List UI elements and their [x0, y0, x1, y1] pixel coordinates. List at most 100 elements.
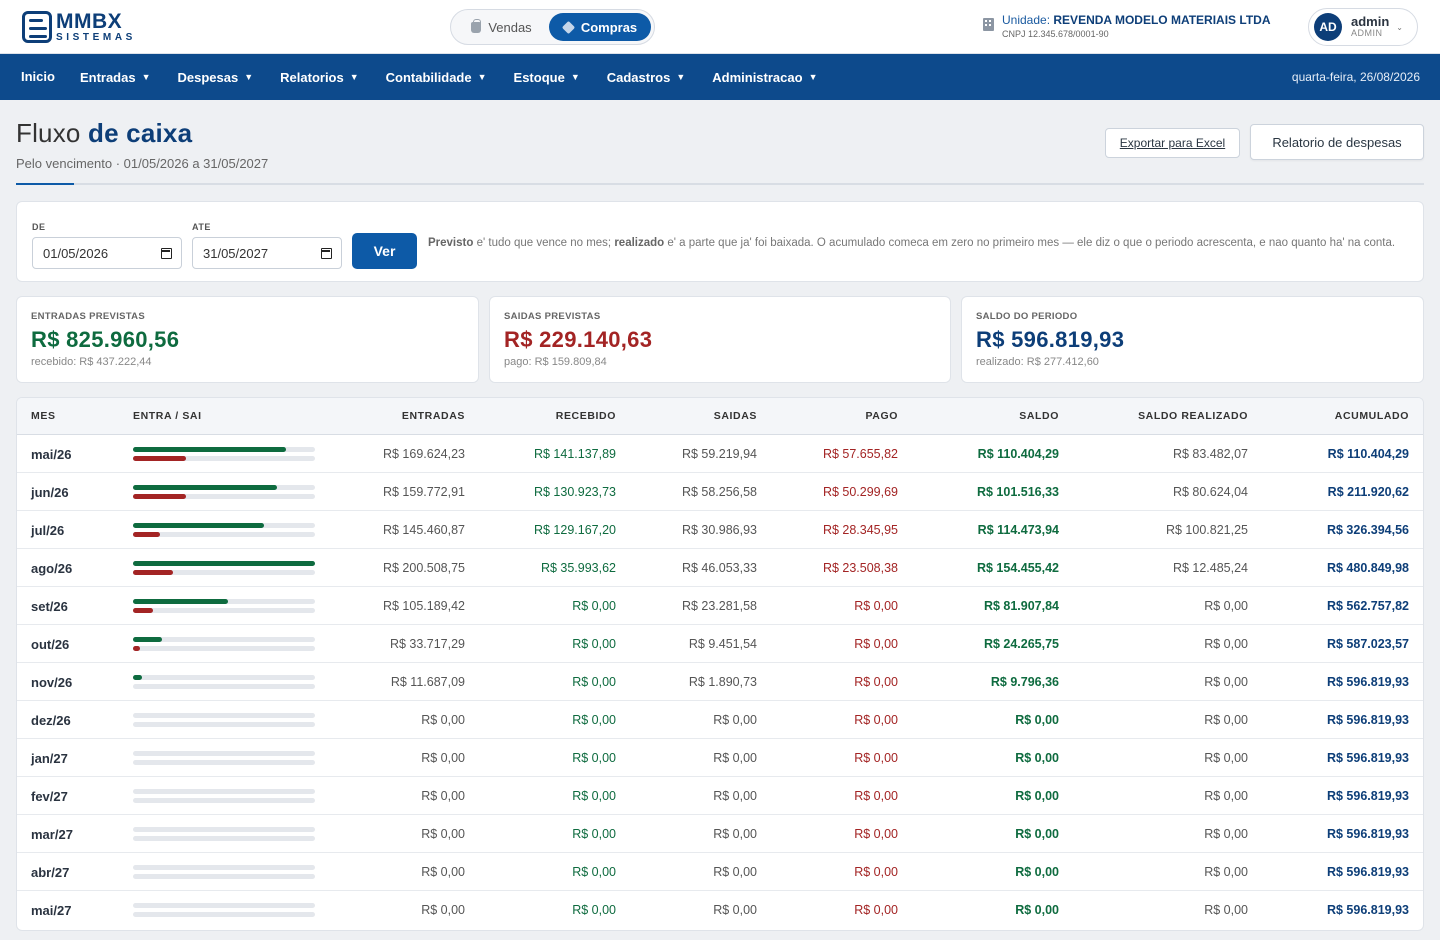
company-logo[interactable]: MMBX SISTEMAS: [22, 10, 136, 44]
saida-bar: [133, 608, 153, 613]
cell-recebido: R$ 35.993,62: [540, 561, 616, 575]
card-foot: pago: R$ 159.809,84: [504, 356, 607, 368]
cell-entradas: R$ 33.717,29: [389, 637, 465, 651]
nav-despesas[interactable]: Despesas ▼: [178, 70, 254, 85]
logo-subtitle: SISTEMAS: [56, 32, 136, 43]
to-date-input[interactable]: 31/05/2027: [192, 237, 342, 269]
cell-mes: abr/27: [31, 865, 70, 880]
page-title-strong: de caixa: [88, 118, 193, 148]
table-row[interactable]: ago/26 R$ 200.508,75 R$ 35.993,62 R$ 46.053…: [17, 549, 1423, 587]
cell-saldo-realizado: R$ 0,00: [1204, 751, 1248, 765]
table-row[interactable]: nov/26 R$ 11.687,09 R$ 0,00 R$ 1.890,73 R$ 0…: [17, 663, 1423, 701]
cell-mes: nov/26: [31, 675, 73, 690]
table-row[interactable]: jul/26 R$ 145.460,87 R$ 129.167,20 R$ 30.98…: [17, 511, 1423, 549]
cell-mes: out/26: [31, 637, 70, 652]
cell-mes: jul/26: [31, 523, 65, 538]
entrada-bar: [133, 523, 264, 528]
table-row[interactable]: mai/26 R$ 169.624,23 R$ 141.137,89 R$ 59.21…: [17, 435, 1423, 473]
col-saidas[interactable]: SAIDAS: [713, 410, 757, 422]
cell-pago: R$ 0,00: [854, 865, 898, 879]
export-excel-button[interactable]: Exportar para Excel: [1105, 128, 1240, 158]
table-row[interactable]: jun/26 R$ 159.772,91 R$ 130.923,73 R$ 58.25…: [17, 473, 1423, 511]
entrada-bar: [133, 561, 315, 566]
cell-saldo-realizado: R$ 80.624,04: [1172, 485, 1248, 499]
table-row[interactable]: abr/27 R$ 0,00 R$ 0,00 R$ 0,00 R$ 0,00 R$ 0,0…: [17, 853, 1423, 891]
user-menu[interactable]: AD admin ADMIN ⌄: [1308, 8, 1418, 46]
cell-recebido: R$ 0,00: [572, 637, 616, 651]
nav-estoque[interactable]: Estoque ▼: [514, 70, 580, 85]
cell-entradas: R$ 159.772,91: [382, 485, 465, 499]
table-row[interactable]: jan/27 R$ 0,00 R$ 0,00 R$ 0,00 R$ 0,00 R$ 0,0…: [17, 739, 1423, 777]
col-saldo[interactable]: SALDO: [1019, 410, 1059, 422]
cell-mes: mai/27: [31, 903, 72, 918]
saida-bar-track: [133, 494, 315, 499]
table-row[interactable]: mar/27 R$ 0,00 R$ 0,00 R$ 0,00 R$ 0,00 R$ 0,0…: [17, 815, 1423, 853]
nav-label: Administracao: [712, 69, 803, 85]
cell-pago: R$ 57.655,82: [822, 447, 898, 461]
nav-administracao[interactable]: Administracao ▼: [712, 70, 817, 85]
card-entradas-previstas: ENTRADAS PREVISTAS R$ 825.960,56 recebid…: [16, 296, 479, 383]
cell-pago: R$ 0,00: [854, 751, 898, 765]
calendar-icon[interactable]: [161, 248, 172, 259]
module-compras-button[interactable]: Compras: [549, 13, 651, 41]
entrada-bar-track: [133, 713, 315, 718]
table-row[interactable]: mai/27 R$ 0,00 R$ 0,00 R$ 0,00 R$ 0,00 R$ 0,0…: [17, 891, 1423, 929]
col-pago[interactable]: PAGO: [865, 410, 898, 422]
nav-entradas[interactable]: Entradas ▼: [80, 70, 151, 85]
entrada-bar-track: [133, 903, 315, 908]
cell-saldo: R$ 0,00: [1015, 903, 1059, 917]
table-row[interactable]: fev/27 R$ 0,00 R$ 0,00 R$ 0,00 R$ 0,00 R$ 0,0…: [17, 777, 1423, 815]
table-row[interactable]: dez/26 R$ 0,00 R$ 0,00 R$ 0,00 R$ 0,00 R$ 0,0…: [17, 701, 1423, 739]
cell-saidas: R$ 30.986,93: [681, 523, 757, 537]
cell-acumulado: R$ 587.023,57: [1326, 637, 1409, 651]
expense-report-button[interactable]: Relatorio de despesas: [1250, 124, 1424, 160]
nav-contabilidade[interactable]: Contabilidade ▼: [386, 70, 487, 85]
card-saldo-periodo: SALDO DO PERIODO R$ 596.819,93 realizado…: [961, 296, 1424, 383]
cell-entradas: R$ 0,00: [421, 789, 465, 803]
cell-saidas: R$ 0,00: [713, 751, 757, 765]
cell-entradas: R$ 11.687,09: [390, 675, 465, 689]
nav-label: Inicio: [21, 68, 55, 84]
col-recebido[interactable]: RECEBIDO: [555, 410, 616, 422]
col-mes[interactable]: MES: [31, 410, 56, 422]
entrada-bar-track: [133, 675, 315, 680]
cell-recebido: R$ 130.923,73: [533, 485, 616, 499]
table-row[interactable]: set/26 R$ 105.189,42 R$ 0,00 R$ 23.281,58 R$…: [17, 587, 1423, 625]
cell-acumulado: R$ 596.819,93: [1326, 865, 1409, 879]
col-saldo-realizado[interactable]: SALDO REALIZADO: [1138, 410, 1248, 422]
cell-mes: dez/26: [31, 713, 71, 728]
chevron-down-icon: ⌄: [1396, 22, 1403, 32]
cell-pago: R$ 0,00: [854, 789, 898, 803]
col-entradas[interactable]: ENTRADAS: [401, 410, 465, 422]
cell-saldo: R$ 81.907,84: [983, 599, 1059, 613]
cell-saldo-realizado: R$ 0,00: [1204, 827, 1248, 841]
cell-recebido: R$ 0,00: [572, 789, 616, 803]
nav-label: Estoque: [513, 69, 565, 85]
module-vendas-button[interactable]: Vendas: [454, 13, 549, 41]
help-bold-previsto: Previsto: [428, 237, 474, 249]
calendar-icon[interactable]: [321, 248, 332, 259]
cell-saldo: R$ 0,00: [1015, 827, 1059, 841]
cell-entradas: R$ 0,00: [421, 903, 465, 917]
cell-saidas: R$ 1.890,73: [688, 675, 757, 689]
nav-relatorios[interactable]: Relatorios ▼: [280, 70, 359, 85]
ver-button[interactable]: Ver: [352, 233, 417, 269]
nav-inicio[interactable]: Inicio: [21, 69, 55, 84]
cell-mes: jan/27: [31, 751, 68, 766]
col-entra-sai[interactable]: ENTRA / SAI: [133, 410, 202, 422]
nav-cadastros[interactable]: Cadastros ▼: [607, 70, 686, 85]
saida-bar-track: [133, 570, 315, 575]
unit-info: Unidade: REVENDA MODELO MATERIAIS LTDA C…: [983, 13, 1271, 39]
col-acumulado[interactable]: ACUMULADO: [1334, 410, 1409, 422]
table-row[interactable]: out/26 R$ 33.717,29 R$ 0,00 R$ 9.451,54 R$ 0…: [17, 625, 1423, 663]
cell-pago: R$ 50.299,69: [822, 485, 898, 499]
cell-acumulado: R$ 562.757,82: [1326, 599, 1409, 613]
from-date-input[interactable]: 01/05/2026: [32, 237, 182, 269]
from-label: DE: [32, 222, 46, 232]
cell-recebido: R$ 0,00: [572, 751, 616, 765]
entrada-bar-track: [133, 865, 315, 870]
cell-acumulado: R$ 596.819,93: [1326, 903, 1409, 917]
card-value: R$ 825.960,56: [31, 327, 180, 352]
logo-name: MMBX: [56, 10, 123, 33]
page-title-light: Fluxo: [16, 118, 81, 148]
